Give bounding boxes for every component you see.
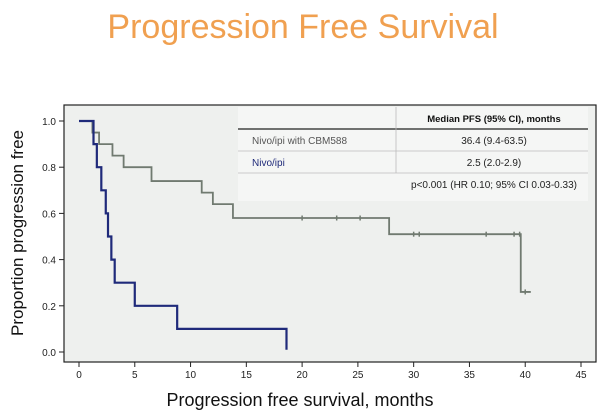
table-row-value: 2.5 (2.0-2.9)	[467, 158, 521, 169]
y-tick-label: 0.6	[42, 209, 56, 220]
km-curve-nivo-ipi	[79, 119, 288, 350]
y-tick-label: 0.0	[42, 348, 56, 359]
x-axis-label: Progression free survival, months	[166, 390, 433, 410]
x-tick-label: 20	[297, 370, 309, 381]
median-pfs-table: Median PFS (95% CI), months Nivo/ipi with…	[238, 107, 588, 201]
table-header: Median PFS (95% CI), months	[427, 114, 561, 125]
y-tick-label: 1.0	[42, 117, 56, 128]
x-tick-label: 0	[76, 370, 82, 381]
x-tick-label: 5	[132, 370, 138, 381]
y-tick-label: 0.8	[42, 163, 56, 174]
series-layer	[79, 119, 531, 350]
km-curve-cbm588	[79, 120, 531, 293]
table-background	[238, 107, 588, 201]
table-row-label: Nivo/ipi with CBM588	[252, 136, 347, 147]
x-tick-label: 15	[241, 370, 253, 381]
y-axis-label: Proportion progression free	[8, 130, 27, 336]
x-tick-label: 35	[464, 370, 476, 381]
y-tick-label: 0.2	[42, 302, 56, 313]
table-row-label: Nivo/ipi	[252, 158, 285, 169]
x-tick-label: 30	[408, 370, 420, 381]
y-tick-label: 0.4	[42, 256, 56, 267]
x-tick-label: 10	[185, 370, 197, 381]
table-row-value: 36.4 (9.4-63.5)	[461, 136, 527, 147]
slide-title: Progression Free Survival	[107, 8, 499, 46]
table-footnote: p<0.001 (HR 0.10; 95% CI 0.03-0.33)	[411, 180, 577, 191]
x-tick-label: 25	[352, 370, 364, 381]
x-tick-label: 40	[520, 370, 532, 381]
x-tick-label: 45	[575, 370, 587, 381]
axes: 0.0 0.2 0.4 0.6 0.8 1.0 0 5 10 15 20 25 30 35 40 45	[42, 117, 587, 381]
